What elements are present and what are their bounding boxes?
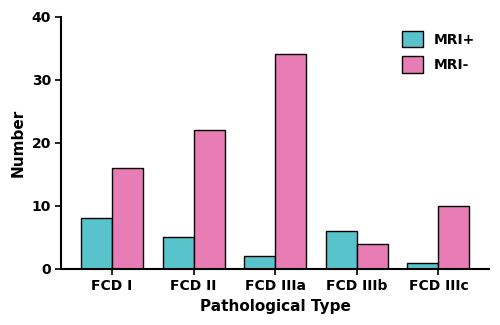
Bar bbox=[162, 237, 194, 269]
Bar bbox=[408, 263, 438, 269]
X-axis label: Pathological Type: Pathological Type bbox=[200, 299, 350, 314]
Bar bbox=[438, 206, 470, 269]
Y-axis label: Number: Number bbox=[11, 109, 26, 177]
Bar bbox=[112, 168, 143, 269]
Bar bbox=[244, 256, 275, 269]
Bar bbox=[357, 244, 388, 269]
Bar bbox=[194, 130, 224, 269]
Bar bbox=[81, 218, 112, 269]
Bar bbox=[275, 55, 306, 269]
Bar bbox=[326, 231, 357, 269]
Legend: MRI+, MRI-: MRI+, MRI- bbox=[395, 23, 482, 80]
